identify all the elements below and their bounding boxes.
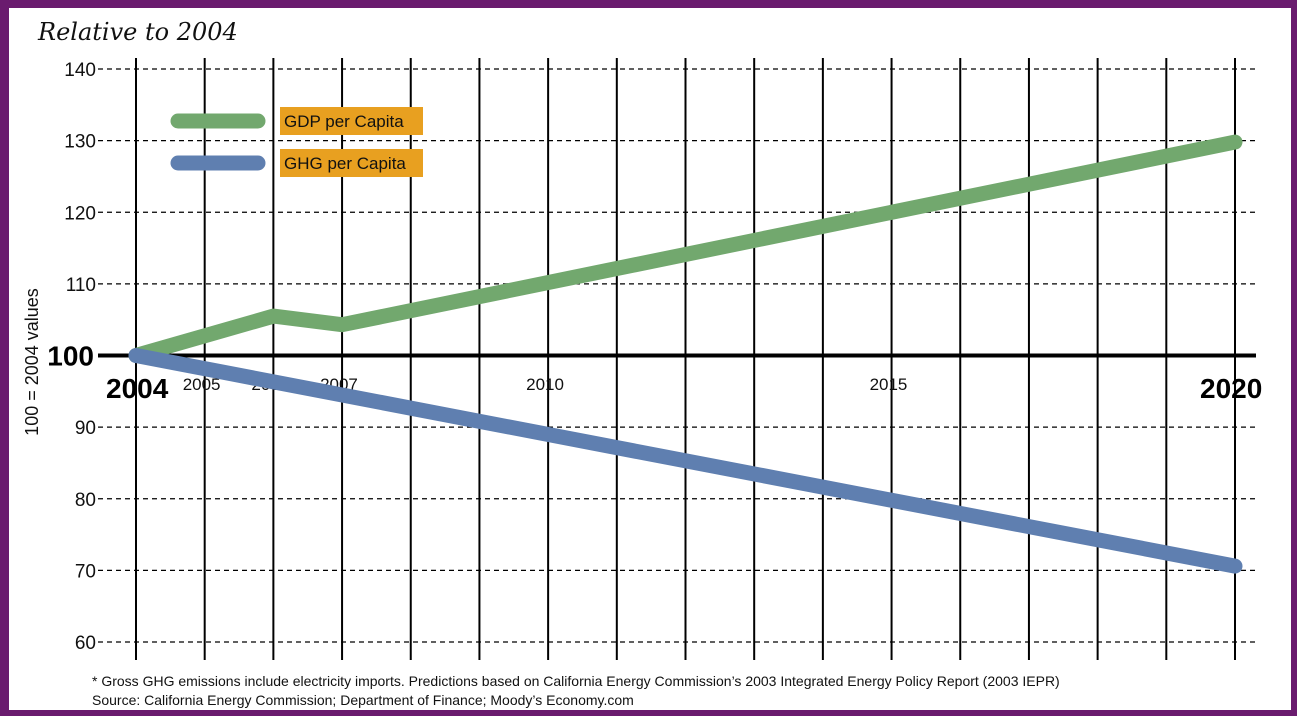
y-tick-label: 80 — [75, 490, 96, 511]
y-axis-label: 100 = 2004 values — [22, 288, 42, 436]
y-tick-label: 120 — [64, 203, 96, 224]
legend-label: GDP per Capita — [284, 112, 404, 131]
x-tick-label: 2005 — [183, 375, 221, 394]
y-tick-label: 70 — [75, 561, 96, 582]
legend-label-bg — [280, 149, 423, 177]
series-line-gdp-per-capita — [128, 134, 1243, 363]
y-tick-label: 140 — [64, 60, 96, 81]
footnote: * Gross GHG emissions include electricit… — [92, 673, 1060, 689]
source-note: Source: California Energy Commission; De… — [92, 692, 634, 708]
x-tick-label: 2010 — [526, 375, 564, 394]
y-tick-label: 60 — [75, 633, 96, 654]
y-tick-label: 90 — [75, 418, 96, 439]
x-tick-label: 2004 — [106, 373, 169, 404]
chart-title: Relative to 2004 — [37, 18, 238, 46]
horizontal-gridlines — [98, 68, 1256, 643]
y-tick-label: 100 — [47, 341, 94, 372]
y-tick-label: 130 — [64, 132, 96, 153]
x-tick-label: 2015 — [870, 375, 908, 394]
legend-label-bg — [280, 107, 423, 135]
legend: GDP per Capita GHG per Capita — [170, 107, 423, 177]
series-lines — [128, 134, 1243, 574]
y-tick-label: 110 — [66, 275, 96, 296]
x-tick-label: 2020 — [1200, 373, 1262, 404]
y-axis-ticks: 60 70 80 90 100 110 120 130 140 — [47, 60, 96, 654]
vertical-gridlines — [135, 58, 1236, 660]
series-line-ghg-per-capita — [128, 348, 1243, 574]
legend-label: GHG per Capita — [284, 154, 406, 173]
